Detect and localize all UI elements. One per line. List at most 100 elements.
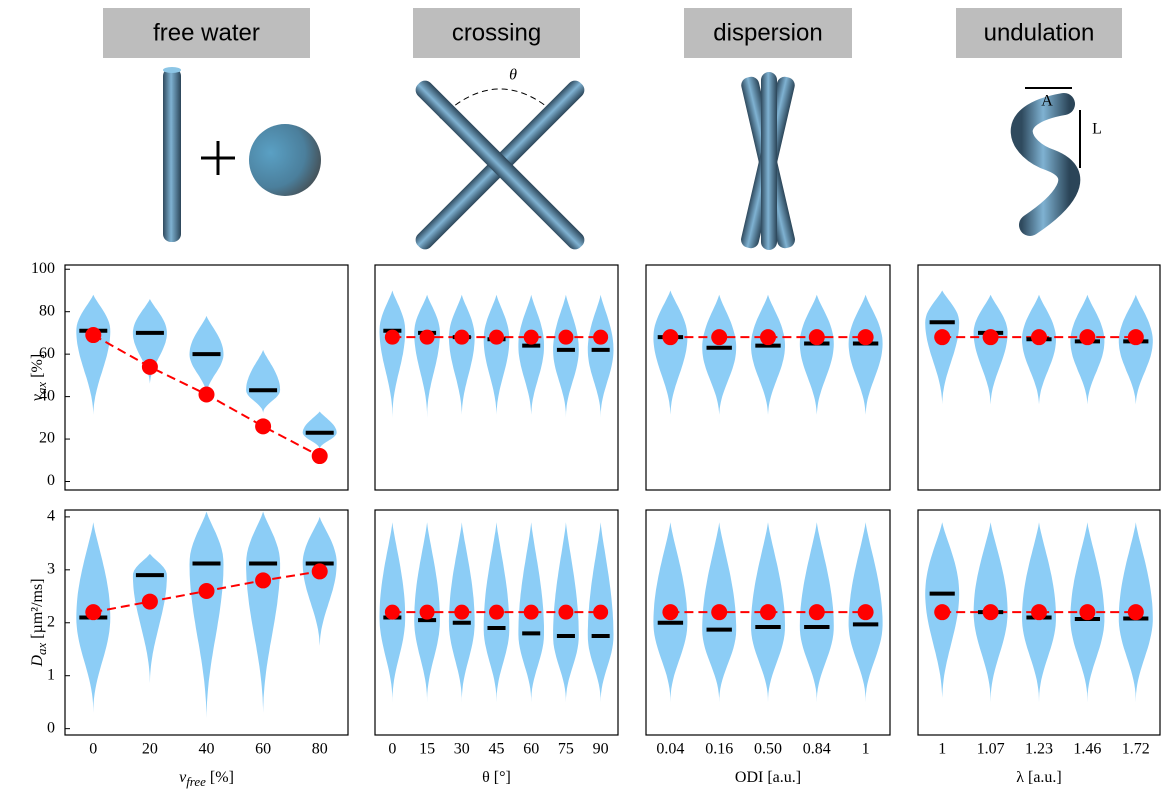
x-tick-label: 80 xyxy=(312,741,328,758)
plot-frame xyxy=(645,509,891,736)
rod xyxy=(163,68,181,242)
violin xyxy=(973,294,1008,408)
y-tick-label: 0 xyxy=(47,719,55,736)
annotation: L xyxy=(1092,121,1102,138)
rod xyxy=(415,80,585,250)
violin xyxy=(1118,294,1153,408)
truth-dot xyxy=(1127,604,1144,621)
violin xyxy=(483,294,510,418)
x-axis-label-part: λ [a.u.] xyxy=(1016,769,1062,786)
plus xyxy=(201,141,235,175)
truth-dot xyxy=(1031,329,1047,346)
truth-dot xyxy=(558,604,574,620)
y-axis-label-part: D xyxy=(29,655,46,668)
violin xyxy=(799,294,834,418)
x-axis-label: λ [a.u.] xyxy=(1016,769,1062,786)
y-tick-label: 3 xyxy=(47,560,55,577)
y-axis-label-part: ν xyxy=(29,393,46,401)
plot-frame xyxy=(645,264,891,491)
y-tick-label: 1 xyxy=(47,666,55,683)
x-tick-label: 0.16 xyxy=(705,741,733,758)
x-axis-label: θ [°] xyxy=(482,769,511,786)
violin xyxy=(246,349,281,414)
plot-frame xyxy=(64,264,349,491)
violin xyxy=(751,294,785,418)
truth-dot xyxy=(808,604,825,621)
truth-dot xyxy=(311,563,328,580)
x-axis-label-part: ODI [a.u.] xyxy=(735,769,801,786)
y-axis-label-part: ax xyxy=(34,382,49,395)
truth-dot xyxy=(523,329,539,345)
annotation: A xyxy=(1041,93,1053,110)
truth-dot xyxy=(85,604,102,621)
truth-dot xyxy=(384,329,400,345)
truth-dot xyxy=(523,604,539,620)
truth-dot xyxy=(198,583,215,599)
violin xyxy=(414,294,440,418)
truth-dot xyxy=(593,329,609,345)
truth-dot xyxy=(141,358,158,375)
violin xyxy=(925,290,960,408)
x-tick-label: 1 xyxy=(862,741,870,758)
y-tick-label: 2 xyxy=(47,613,55,630)
violin xyxy=(848,294,883,418)
truth-dot xyxy=(593,604,609,620)
truth-dot xyxy=(558,329,574,345)
y-axis-label-part: [µm²/ms] xyxy=(29,578,46,642)
truth-dot xyxy=(1079,604,1096,621)
truth-dot xyxy=(934,329,951,346)
violin xyxy=(132,553,167,687)
y-axis-label-part: ax xyxy=(34,642,49,655)
x-axis-label-part: θ [°] xyxy=(482,769,511,786)
header: crossing xyxy=(452,19,541,46)
x-tick-label: 0.50 xyxy=(754,741,782,758)
x-tick-label: 15 xyxy=(419,741,435,758)
y-axis-label: Dax [µm²/ms] xyxy=(29,578,49,667)
y-axis-label-part: [%] xyxy=(29,354,46,382)
truth-dot xyxy=(454,604,470,620)
sphere xyxy=(249,124,321,196)
violin xyxy=(1070,294,1105,408)
truth-dot xyxy=(934,604,951,621)
truth-dot xyxy=(760,604,776,621)
header: dispersion xyxy=(713,19,822,46)
x-axis-label: vfree [%] xyxy=(179,769,234,789)
truth-dot xyxy=(489,329,504,345)
header: free water xyxy=(153,19,260,46)
header-box xyxy=(103,8,310,58)
violin xyxy=(587,294,614,418)
violin xyxy=(302,411,337,450)
plot-frame xyxy=(917,509,1161,736)
illustrations xyxy=(163,67,1081,250)
violin xyxy=(189,315,224,397)
x-tick-label: 0 xyxy=(89,741,97,758)
truth-dot xyxy=(384,604,400,620)
x-tick-label: 40 xyxy=(199,741,215,758)
truth-dot xyxy=(1031,604,1047,621)
truth-dot xyxy=(982,329,999,346)
y-tick-label: 80 xyxy=(39,302,55,319)
dimension-lines xyxy=(1025,87,1081,168)
header: undulation xyxy=(984,19,1095,46)
violin xyxy=(132,299,167,386)
x-axis-label-part: [%] xyxy=(206,769,234,786)
truth-dot xyxy=(489,604,504,620)
header-box xyxy=(413,8,580,58)
y-tick-label: 60 xyxy=(39,345,55,362)
x-tick-label: 90 xyxy=(593,741,609,758)
violin xyxy=(1022,294,1056,408)
x-axis-label-part: v xyxy=(179,769,187,786)
truth-dot xyxy=(760,329,776,346)
truth-dot xyxy=(1127,329,1144,346)
violin xyxy=(702,294,737,418)
violin xyxy=(553,294,579,418)
violin xyxy=(189,511,224,724)
truth-dot xyxy=(808,329,825,346)
plot-frame xyxy=(374,509,619,736)
x-tick-label: 1.07 xyxy=(977,741,1005,758)
y-tick-label: 100 xyxy=(31,260,55,277)
truth-dot xyxy=(711,329,728,346)
plot-frame xyxy=(917,264,1161,491)
x-tick-label: 0.84 xyxy=(803,741,831,758)
